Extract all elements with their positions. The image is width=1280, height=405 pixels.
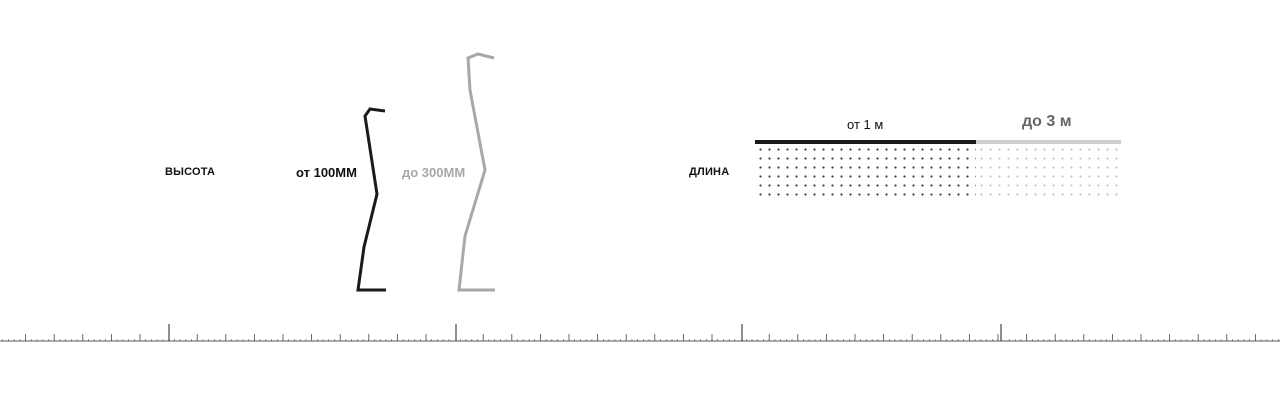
ruler bbox=[0, 324, 1280, 342]
height-min-profile-icon bbox=[356, 107, 386, 292]
height-min-label: от 100ММ bbox=[296, 165, 357, 180]
height-max-label: до 300ММ bbox=[402, 165, 466, 180]
length-max-dot-pattern bbox=[976, 144, 1121, 200]
length-min-dot-pattern bbox=[755, 144, 976, 200]
height-title: ВЫСОТА bbox=[165, 166, 216, 178]
length-min-label: от 1 м bbox=[847, 117, 884, 132]
length-max-bar bbox=[976, 140, 1121, 144]
length-min-bar bbox=[755, 140, 976, 144]
length-title: ДЛИНА bbox=[689, 166, 730, 178]
length-max-label: до 3 м bbox=[1022, 113, 1072, 130]
height-max-profile-icon bbox=[457, 52, 495, 292]
